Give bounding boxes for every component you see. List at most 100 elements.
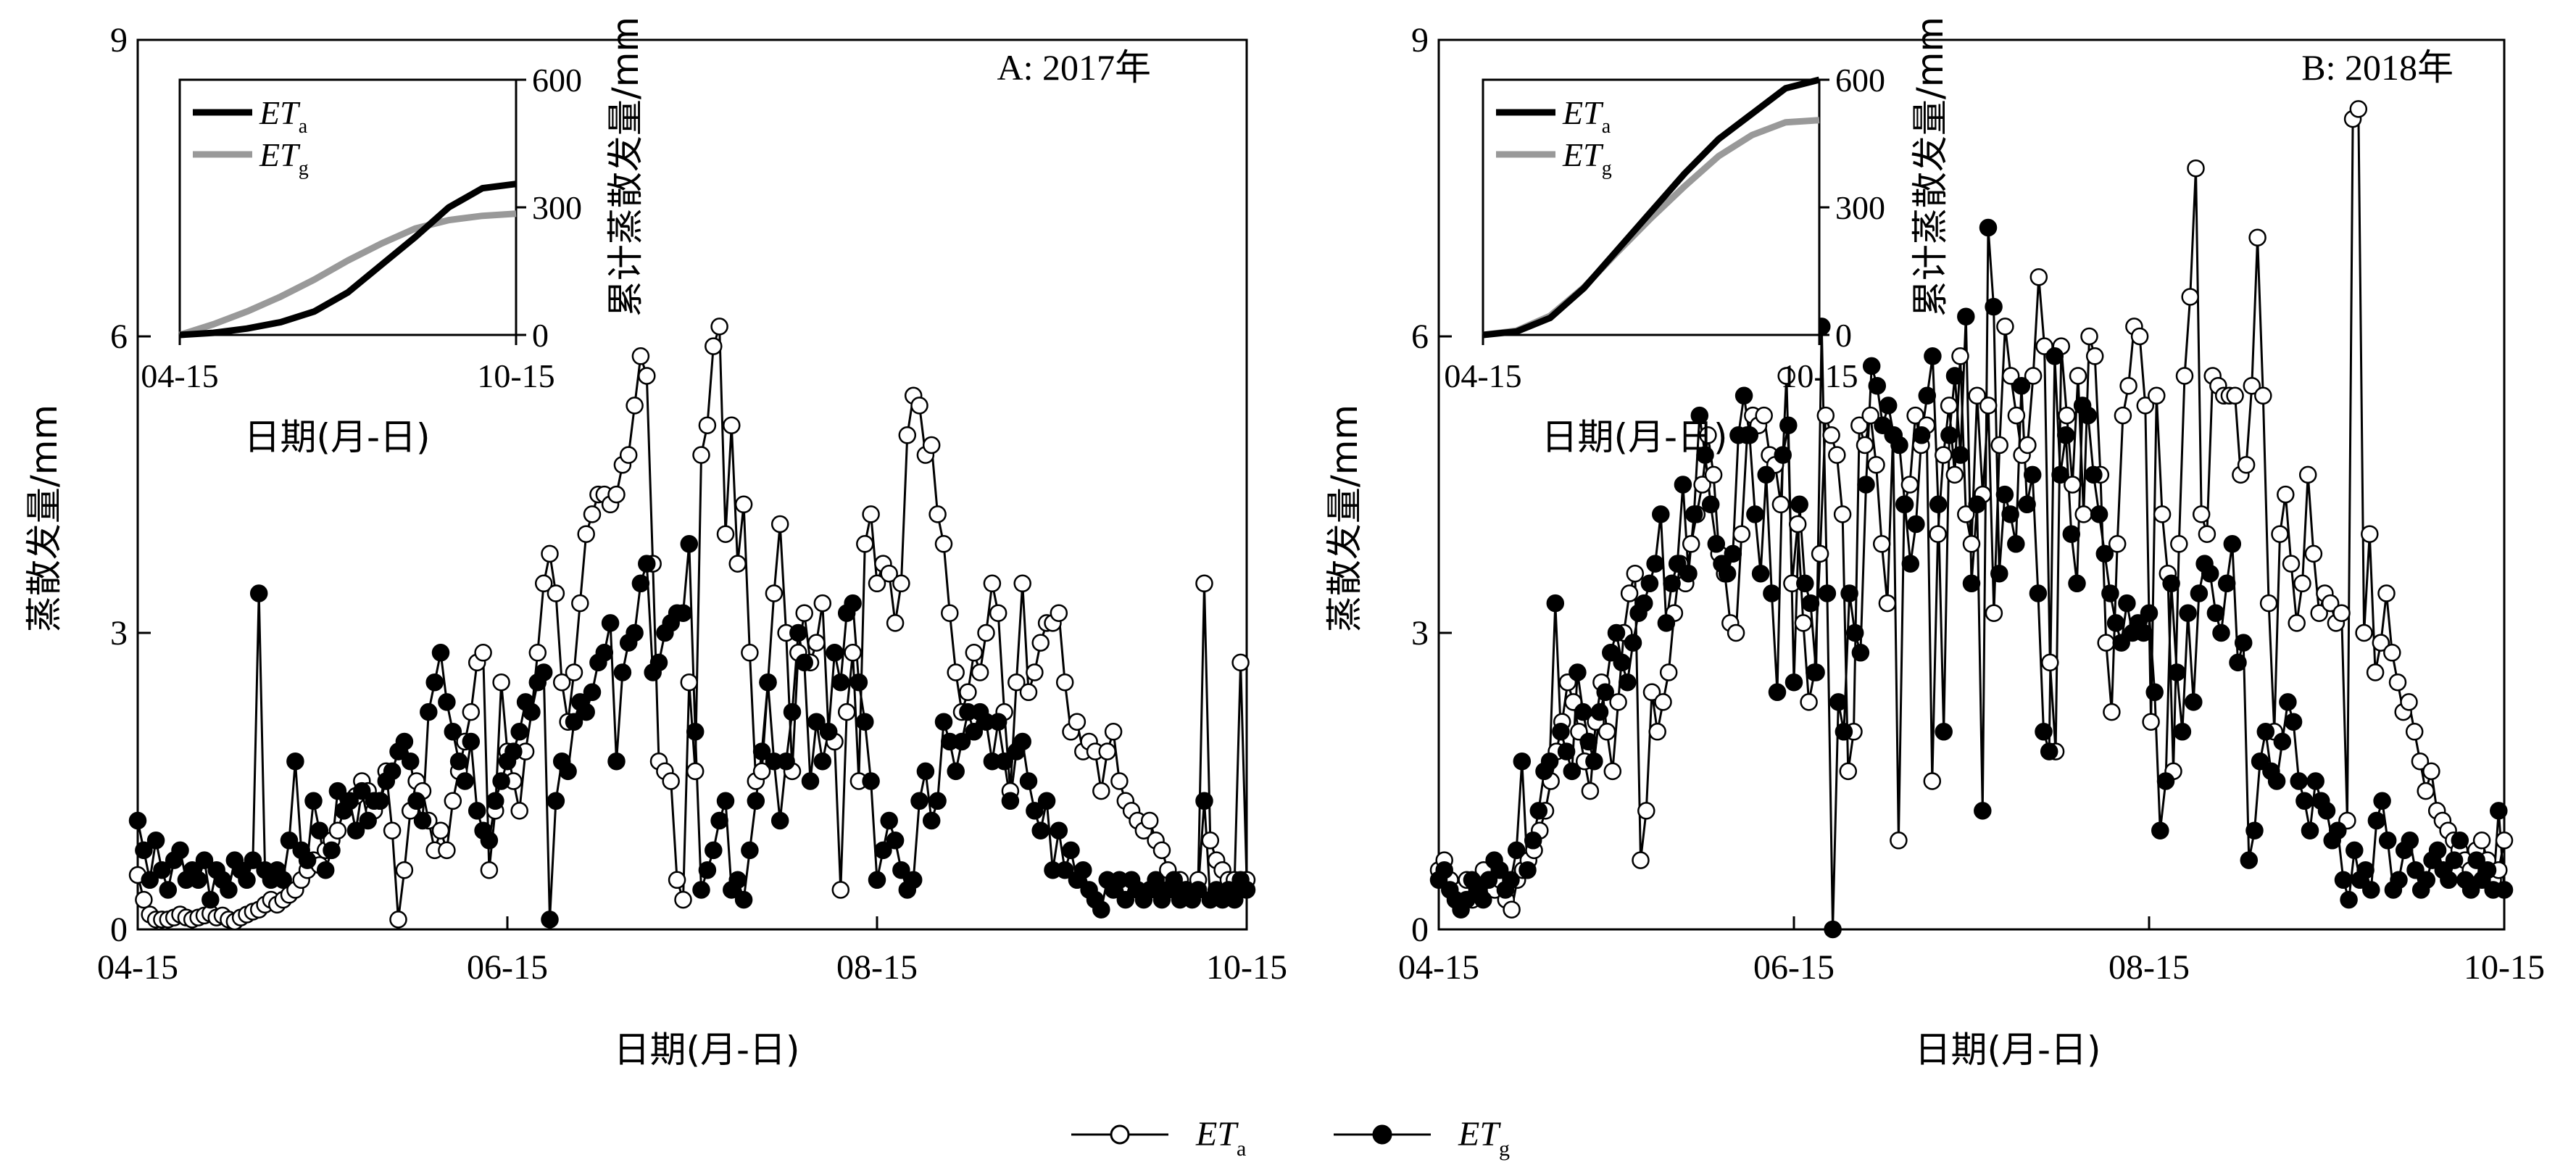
panel-b-etg-point — [1703, 497, 1719, 513]
panel-b-etg-point — [2363, 882, 2379, 898]
panel-b-etg-point — [2335, 872, 2351, 888]
panel-b-eta-point — [2177, 368, 2193, 384]
panel-b-etg-point — [2091, 506, 2107, 522]
panel-a-y-tick-label: 9 — [110, 21, 128, 59]
panel-b-eta-point — [2143, 714, 2159, 730]
panel-a-etg-point — [409, 793, 425, 809]
panel-a-etg-point — [887, 832, 903, 848]
panel-b-eta-point — [1504, 902, 1520, 918]
panel-a-eta-point — [1057, 674, 1073, 690]
panel-b-eta-point — [1818, 407, 1834, 423]
panel-b-eta-point — [2182, 289, 2198, 305]
panel-a-etg-point — [148, 832, 164, 848]
panel-b-eta-point — [2261, 595, 2277, 611]
panel-b-etg-point — [2164, 576, 2180, 592]
panel-b-etg-point — [2019, 497, 2035, 513]
panel-a-eta-point — [712, 318, 728, 334]
panel-b-etg-point — [2080, 407, 2096, 423]
panel-a-eta-point — [542, 546, 558, 562]
panel-b-eta-point — [2361, 526, 2377, 542]
panel-a-etg-point — [730, 872, 746, 888]
panel-a-etg-point — [923, 813, 939, 829]
panel-b-etg-point — [1936, 724, 1952, 739]
panel-b-eta-point — [1879, 595, 1895, 611]
panel-a-etg-point — [627, 625, 643, 641]
panel-a-etg-point — [202, 892, 218, 908]
panel-a-etg-point — [239, 872, 255, 888]
panel-a-etg-point — [772, 813, 788, 829]
panel-b-etg-point — [2041, 744, 2057, 760]
panel-a-etg-point — [578, 704, 594, 720]
panel-a-inset-frame — [180, 80, 516, 335]
panel-b-etg-point — [1437, 862, 1453, 878]
panel-b-eta-point — [1734, 526, 1750, 542]
panel-a-etg-point — [1239, 882, 1255, 898]
panel-a-eta-point — [966, 644, 982, 660]
panel-b-etg-point — [2180, 605, 2196, 621]
panel-b-eta-point — [1964, 536, 1979, 552]
legend-item-etg: ETg — [1334, 1115, 1510, 1161]
panel-a-etg-point — [1093, 902, 1109, 918]
panel-b-eta-point — [2008, 407, 2024, 423]
panel-b-eta-point — [1857, 437, 1873, 453]
panel-a-eta-point — [1202, 832, 1218, 848]
panel-b-inset-y-axis-label: 累计蒸散发量/mm — [1909, 17, 1951, 317]
panel-b-etg-point — [1597, 684, 1613, 700]
panel-b-eta-point — [1941, 397, 1957, 413]
panel-b-etg-point — [2375, 793, 2390, 809]
panel-a-eta-point — [609, 486, 625, 502]
panel-b-etg-point — [1575, 704, 1591, 720]
panel-a-etg-point — [948, 763, 964, 779]
panel-b-etg-point — [2014, 378, 2029, 394]
panel-a-inset-x-axis-label: 日期(月-日) — [244, 416, 430, 458]
panel-b-eta-point — [2295, 576, 2311, 592]
panel-a-etg-point — [741, 842, 757, 858]
panel-a-etg-point — [833, 674, 849, 690]
panel-a-etg-point — [542, 911, 558, 927]
panel-b-label: B: 2018年 — [2301, 47, 2454, 88]
panel-b-x-tick-label: 10-15 — [2464, 948, 2545, 987]
panel-a-etg-point — [857, 714, 873, 730]
panel-b-eta-point — [2306, 546, 2322, 562]
panel-a-etg-point — [420, 704, 436, 720]
panel-b-eta-point — [2418, 783, 2434, 799]
panel-a-etg-point — [784, 704, 800, 720]
legend-etg-marker — [1374, 1126, 1391, 1143]
panel-a-etg-point — [299, 853, 315, 868]
panel-a-etg-point — [705, 842, 721, 858]
panel-b-eta-point — [1582, 783, 1598, 799]
panel-b-etg-point — [1947, 368, 1963, 384]
panel-b-etg-point — [2053, 467, 2069, 483]
panel-a-etg-point — [597, 644, 612, 660]
panel-a-eta-point — [705, 339, 721, 355]
panel-b-eta-point — [2148, 388, 2164, 404]
panel-b-etg-point — [2024, 467, 2040, 483]
panel-b-etg-point — [1792, 497, 1808, 513]
panel-a-etg-point — [1002, 793, 1018, 809]
panel-b-eta-point — [2115, 407, 2131, 423]
panel-a-inset-x-tick-label: 04-15 — [141, 357, 218, 394]
panel-a-etg-point — [748, 793, 764, 809]
panel-a-eta-point — [839, 704, 855, 720]
panel-b-etg-point — [1581, 734, 1597, 750]
panel-a-label: A: 2017年 — [997, 47, 1152, 88]
panel-b-etg-point — [1525, 832, 1541, 848]
panel-b-etg-point — [1742, 427, 1758, 443]
panel-b-etg-point — [1825, 921, 1841, 937]
panel-a-eta-point — [772, 516, 788, 532]
panel-b-etg-point — [2341, 892, 2357, 908]
panel-b-eta-point — [2193, 506, 2209, 522]
panel-b-eta-point — [1650, 724, 1666, 739]
panel-b-eta-point — [2272, 526, 2288, 542]
panel-a-inset-x-tick-label: 10-15 — [477, 357, 554, 394]
panel-a-etg-point — [681, 536, 697, 552]
panel-a-etg-point — [384, 763, 400, 779]
panel-a-etg-point — [505, 744, 521, 760]
panel-a-y-tick-label: 3 — [110, 614, 128, 652]
panel-a-etg-point — [602, 615, 618, 631]
panel-a-eta-point — [391, 911, 407, 927]
panel-b-etg-point — [1924, 348, 1940, 364]
panel-a-eta-point — [1033, 635, 1049, 651]
panel-b-eta-point — [2351, 101, 2367, 117]
panel-a-eta-point — [1026, 665, 1042, 681]
